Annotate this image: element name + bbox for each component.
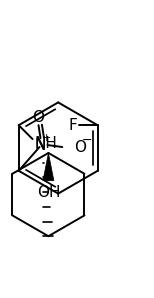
Text: NH: NH (34, 136, 57, 150)
Text: +: + (42, 133, 51, 143)
Text: −: − (82, 134, 92, 147)
Text: O: O (32, 110, 45, 125)
Text: O: O (74, 139, 86, 155)
Polygon shape (43, 153, 54, 181)
Text: N: N (35, 138, 46, 153)
Text: OH: OH (37, 185, 60, 200)
Text: F: F (68, 118, 77, 133)
